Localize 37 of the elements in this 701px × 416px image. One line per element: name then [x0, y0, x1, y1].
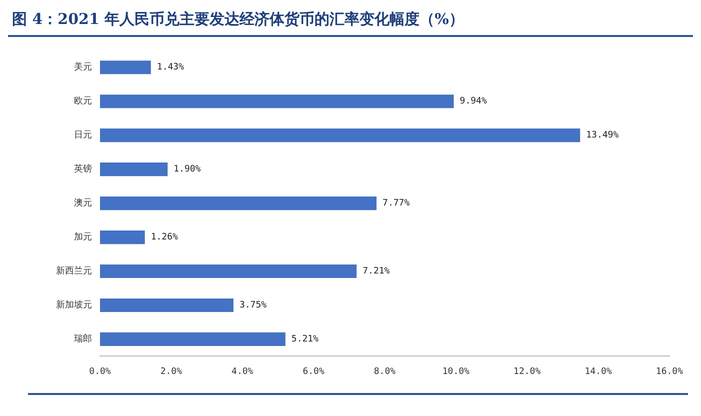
bar: [100, 298, 234, 312]
x-tick-label: 0.0%: [89, 366, 112, 377]
y-tick-label: 日元: [74, 130, 92, 141]
data-label: 5.21%: [291, 334, 320, 345]
y-tick-label: 美元: [74, 62, 92, 73]
y-tick-label: 英镑: [74, 164, 92, 175]
data-label: 1.26%: [150, 232, 179, 243]
bar: [100, 128, 580, 142]
data-label: 3.75%: [239, 300, 268, 311]
y-tick-label: 澳元: [74, 198, 92, 209]
data-label: 1.43%: [156, 62, 185, 73]
bar: [100, 60, 151, 74]
bar: [100, 196, 377, 210]
y-tick-label: 新加坡元: [56, 300, 92, 311]
data-label: 7.21%: [362, 266, 390, 277]
bar: [100, 264, 357, 278]
bar: [100, 230, 145, 244]
x-tick-label: 8.0%: [374, 366, 396, 377]
bar: [100, 94, 454, 108]
x-tick-label: 12.0%: [514, 366, 542, 377]
y-tick-label: 新西兰元: [56, 266, 92, 277]
x-tick-label: 6.0%: [302, 366, 325, 377]
x-tick-label: 16.0%: [656, 366, 684, 377]
bar: [100, 162, 168, 176]
data-label: 1.90%: [174, 164, 202, 175]
x-tick-label: 4.0%: [232, 366, 254, 377]
y-tick-label: 加元: [74, 232, 92, 243]
y-tick-label: 瑞郎: [74, 334, 92, 345]
data-label: 7.77%: [382, 198, 410, 209]
bar: [100, 332, 286, 346]
x-tick-label: 10.0%: [442, 366, 470, 377]
data-label: 9.94%: [460, 96, 488, 107]
y-tick-label: 欧元: [74, 96, 92, 107]
data-label: 13.49%: [586, 130, 620, 141]
x-tick-label: 2.0%: [160, 366, 183, 377]
x-tick-label: 14.0%: [584, 366, 612, 377]
chart-title: 图 4：2021 年人民币兑主要发达经济体货币的汇率变化幅度（%）: [8, 8, 693, 37]
